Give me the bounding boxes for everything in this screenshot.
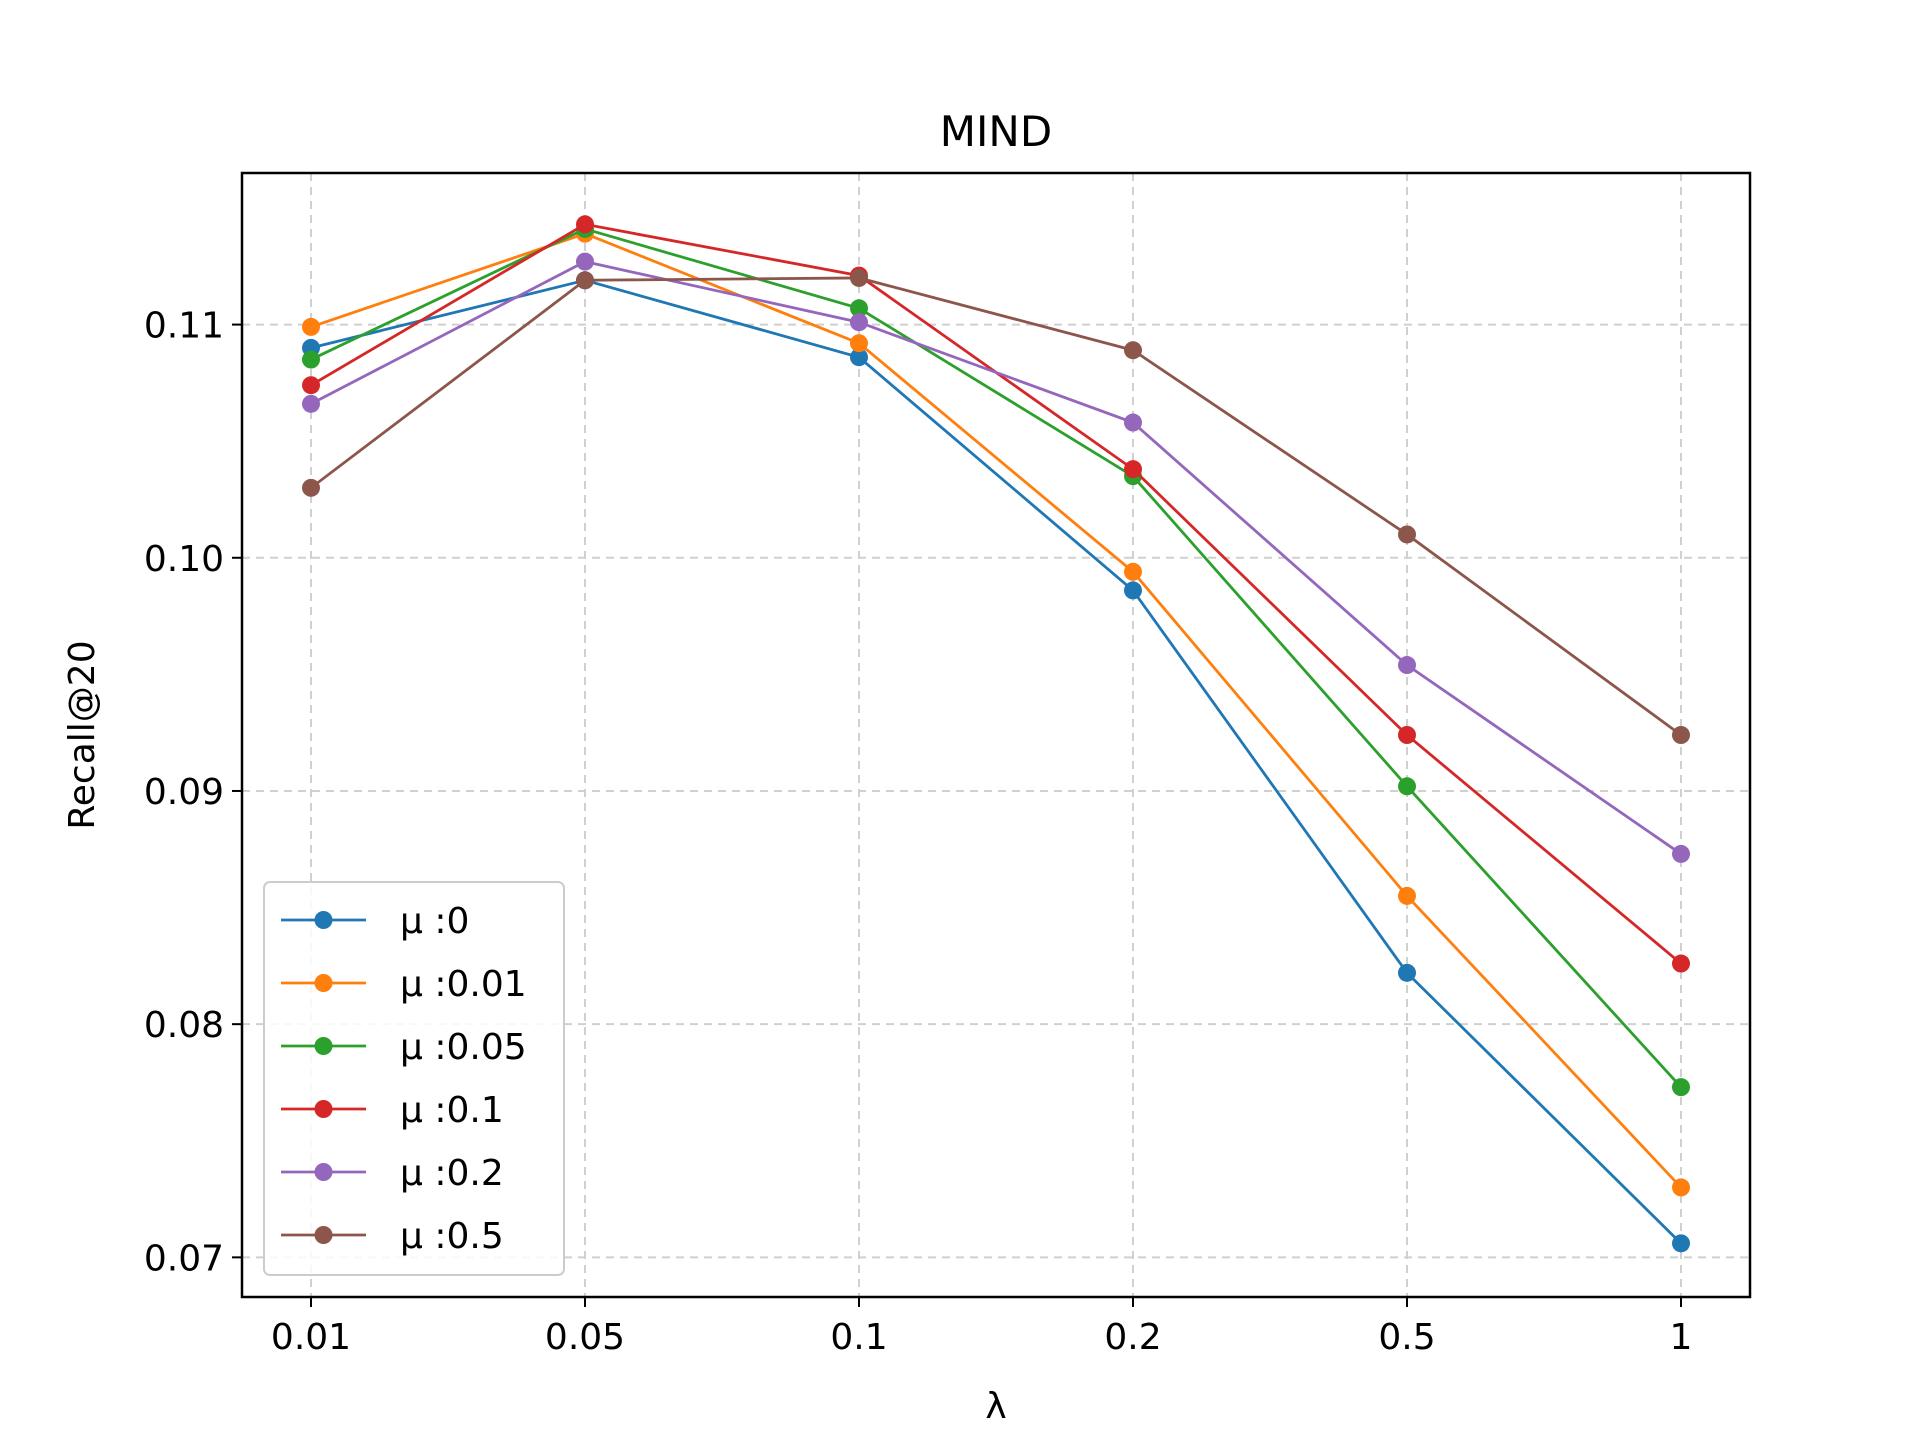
data-point bbox=[302, 350, 320, 369]
legend-label: μ :0.05 bbox=[400, 1027, 527, 1068]
data-point bbox=[576, 271, 594, 290]
series-line bbox=[310, 232, 1683, 1189]
data-point bbox=[576, 252, 594, 271]
legend-label: μ :0.1 bbox=[400, 1090, 504, 1131]
chart-title: MIND bbox=[940, 107, 1052, 156]
legend-label: μ :0.01 bbox=[400, 964, 527, 1005]
legend-item: μ :0.2 bbox=[281, 1153, 504, 1194]
series-4 bbox=[302, 252, 1690, 863]
data-point bbox=[1398, 525, 1416, 544]
legend-box bbox=[263, 881, 565, 1276]
legend-label: μ :0.5 bbox=[400, 1216, 504, 1257]
legend-item: μ :0.05 bbox=[281, 1027, 527, 1068]
data-point bbox=[1398, 886, 1416, 905]
series-0 bbox=[302, 271, 1690, 1253]
data-point bbox=[302, 317, 320, 336]
legend-marker bbox=[314, 974, 333, 992]
legend-marker bbox=[314, 1037, 333, 1055]
data-point bbox=[1398, 656, 1416, 675]
legend-marker bbox=[314, 1100, 333, 1118]
legend-label: μ :0.2 bbox=[400, 1153, 504, 1194]
legend-marker bbox=[314, 1163, 333, 1181]
y-axis-ticks: 0.07 0.08 0.09 0.10 0.11 bbox=[144, 306, 242, 1279]
legend-marker bbox=[314, 1226, 333, 1244]
x-tick-label: 0.01 bbox=[271, 1317, 351, 1358]
legend-marker bbox=[314, 911, 333, 929]
data-point bbox=[850, 313, 868, 332]
x-axis-ticks: 0.01 0.05 0.1 0.2 0.5 1 bbox=[271, 1297, 1693, 1358]
data-point bbox=[1124, 460, 1142, 479]
data-point bbox=[1672, 1178, 1690, 1197]
data-point bbox=[1672, 726, 1690, 744]
data-point bbox=[1672, 1078, 1690, 1097]
legend: μ :0 μ :0.01 μ :0.05 μ :0.1 μ :0.2 μ :0.5 bbox=[263, 881, 565, 1276]
series-5 bbox=[302, 268, 1690, 744]
y-tick-label: 0.09 bbox=[144, 772, 224, 813]
data-point bbox=[1398, 777, 1416, 796]
x-tick-label: 0.05 bbox=[545, 1317, 625, 1358]
data-point bbox=[1124, 562, 1142, 581]
legend-label: μ :0 bbox=[400, 901, 469, 942]
x-tick-label: 1 bbox=[1670, 1317, 1693, 1358]
data-point bbox=[850, 268, 868, 287]
data-point bbox=[302, 394, 320, 413]
data-point bbox=[302, 376, 320, 395]
series-line bbox=[310, 278, 1682, 1245]
data-point bbox=[1672, 954, 1690, 973]
plot-area-frame bbox=[240, 171, 1752, 1299]
data-point bbox=[1124, 413, 1142, 432]
legend-item: μ :0 bbox=[281, 901, 469, 942]
x-axis-title: λ bbox=[985, 1386, 1006, 1427]
data-point bbox=[850, 334, 868, 353]
series-line bbox=[310, 222, 1682, 965]
data-point bbox=[1398, 726, 1416, 744]
x-tick-label: 0.2 bbox=[1104, 1317, 1161, 1358]
data-point bbox=[1124, 341, 1142, 360]
data-point bbox=[576, 215, 594, 234]
series-3 bbox=[302, 215, 1690, 973]
y-axis-title: Recall@20 bbox=[62, 640, 103, 829]
series-lines bbox=[302, 215, 1690, 1253]
data-point bbox=[850, 348, 868, 367]
data-point bbox=[1672, 844, 1690, 863]
y-tick-label: 0.11 bbox=[144, 306, 224, 347]
series-line bbox=[310, 276, 1682, 737]
y-tick-label: 0.08 bbox=[144, 1005, 224, 1046]
data-point bbox=[1672, 1234, 1690, 1253]
legend-item: μ :0.5 bbox=[281, 1216, 504, 1257]
y-tick-label: 0.07 bbox=[144, 1238, 224, 1279]
data-point bbox=[1398, 963, 1416, 982]
data-point bbox=[850, 299, 868, 318]
legend-item: μ :0.1 bbox=[281, 1090, 504, 1131]
legend-item: μ :0.01 bbox=[281, 964, 527, 1005]
series-line bbox=[310, 260, 1682, 856]
x-tick-label: 0.1 bbox=[830, 1317, 887, 1358]
data-point bbox=[1124, 581, 1142, 600]
x-tick-label: 0.5 bbox=[1378, 1317, 1435, 1358]
y-tick-label: 0.10 bbox=[144, 539, 224, 580]
data-point bbox=[302, 478, 320, 497]
